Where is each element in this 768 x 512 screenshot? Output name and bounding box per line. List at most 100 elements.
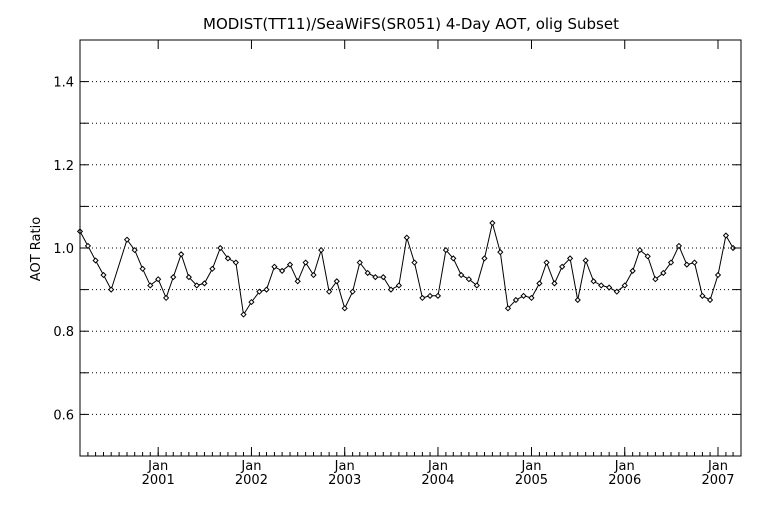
data-point (403, 234, 410, 241)
data-point (123, 236, 131, 243)
data-point (387, 286, 395, 293)
x-tick-year-label: 2003 (328, 473, 361, 488)
data-point (706, 296, 714, 304)
data-point (294, 278, 301, 285)
data-point (699, 292, 706, 299)
x-axis: Jan2001Jan2002Jan2003Jan2004Jan2005Jan20… (79, 40, 742, 488)
data-point (271, 263, 278, 270)
data-point (714, 271, 722, 279)
data-point (100, 271, 107, 279)
data-point (683, 261, 690, 268)
y-axis-label: AOT Ratio (29, 217, 44, 281)
x-tick-year-label: 2007 (701, 473, 734, 488)
data-point (450, 255, 457, 262)
x-tick-month-label: Jan (147, 459, 168, 474)
data-point (318, 246, 325, 254)
data-point (333, 278, 340, 285)
data-point (512, 296, 520, 304)
data-point (372, 274, 379, 281)
data-point (566, 255, 574, 262)
data-point (660, 269, 667, 277)
data-point (162, 294, 170, 302)
data-point (465, 276, 472, 283)
x-tick-year-label: 2002 (235, 473, 268, 488)
data-point (489, 219, 496, 227)
data-point (606, 284, 613, 291)
data-point (256, 288, 263, 295)
data-point (209, 265, 216, 272)
data-point (691, 259, 698, 266)
data-point (520, 292, 527, 299)
chart-title: MODIST(TT11)/SeaWiFS(SR051) 4-Day AOT, o… (203, 15, 619, 33)
data-point (147, 282, 154, 289)
data-point (108, 286, 115, 293)
x-tick-month-label: Jan (707, 459, 728, 474)
data-point (551, 280, 558, 287)
data-point (278, 267, 286, 274)
data-point (473, 282, 480, 289)
data-point (380, 274, 387, 281)
y-tick-label: 0.6 (53, 408, 74, 423)
data-point (667, 259, 675, 266)
data-point (426, 292, 434, 299)
data-point (411, 259, 418, 266)
x-tick-month-label: Jan (614, 459, 635, 474)
data-point (675, 242, 683, 250)
data-point (434, 292, 442, 299)
data-point (170, 274, 177, 281)
data-point (590, 278, 597, 285)
y-axis: 0.6 0.8 1.0 1.2 1.4 (53, 76, 741, 423)
data-point (217, 244, 224, 252)
data-point (201, 280, 208, 287)
data-point (559, 263, 566, 270)
data-point (629, 267, 636, 274)
data-point (341, 305, 348, 312)
data-point (536, 280, 543, 287)
data-point (528, 294, 535, 302)
data-point (419, 294, 426, 302)
series-layer (76, 219, 737, 318)
data-point (310, 271, 317, 279)
x-tick-year-label: 2004 (421, 473, 454, 488)
data-point (652, 276, 659, 283)
data-point (240, 311, 247, 318)
data-point (722, 232, 730, 239)
x-tick-month-label: Jan (520, 459, 541, 474)
x-tick-year-label: 2006 (608, 473, 641, 488)
data-point (349, 288, 356, 295)
data-point (139, 265, 146, 272)
data-point (178, 251, 185, 258)
data-point (263, 286, 270, 293)
data-point (613, 288, 620, 295)
y-tick-label: 1.0 (53, 242, 74, 257)
data-point (458, 271, 465, 279)
data-point (232, 259, 239, 266)
data-point (302, 259, 309, 266)
data-point (636, 246, 643, 254)
data-point (395, 282, 402, 289)
data-point (543, 259, 550, 266)
x-tick-year-label: 2001 (142, 473, 175, 488)
data-point (193, 282, 200, 289)
x-tick-month-label: Jan (427, 459, 448, 474)
data-point (582, 257, 589, 264)
data-point (248, 298, 255, 306)
data-point (644, 253, 651, 260)
data-point (155, 276, 162, 283)
data-point (504, 305, 512, 312)
data-point (481, 255, 488, 262)
data-point (131, 246, 138, 254)
data-point (442, 246, 449, 254)
data-point (364, 269, 371, 277)
x-tick-year-label: 2005 (515, 473, 548, 488)
data-point (224, 255, 232, 262)
x-tick-month-label: Jan (240, 459, 261, 474)
y-tick-label: 0.8 (53, 325, 74, 340)
data-point (356, 259, 363, 266)
data-point (326, 288, 333, 295)
data-point (598, 282, 605, 289)
x-tick-month-label: Jan (334, 459, 355, 474)
y-tick-label: 1.2 (53, 159, 74, 174)
data-point (286, 261, 294, 268)
